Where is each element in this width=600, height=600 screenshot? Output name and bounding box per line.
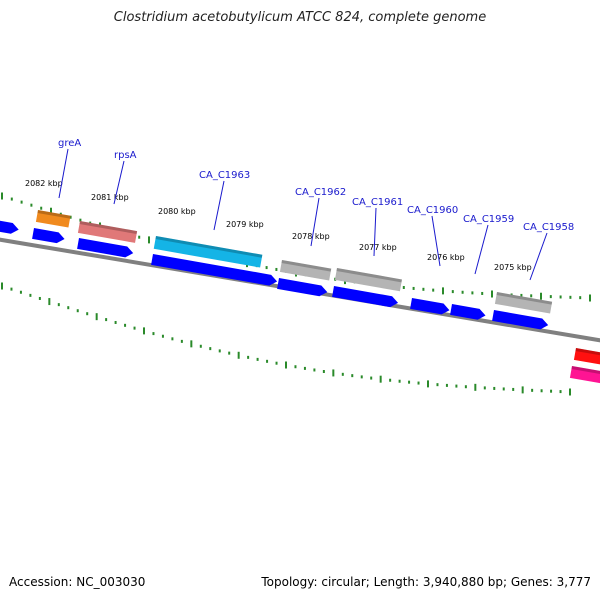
gray-feature-edge <box>496 292 553 305</box>
kbp-label: 2076 kbp <box>427 253 465 262</box>
gene-label: CA_C1961 <box>352 197 403 208</box>
feature-track <box>0 210 600 385</box>
gene-leader-line <box>113 160 125 205</box>
orange-feature-body <box>35 210 71 228</box>
cds-arrow-body <box>332 286 399 308</box>
gene-leader-line <box>529 232 548 281</box>
kbp-label: 2077 kbp <box>359 243 397 252</box>
gene-label: CA_C1962 <box>295 187 346 198</box>
red-feature-edge <box>575 348 600 358</box>
cds-arrow <box>332 286 399 308</box>
gene-label: CA_C1959 <box>463 214 514 225</box>
gene-leader-line <box>310 197 320 247</box>
kbp-label: 2080 kbp <box>158 207 196 216</box>
gray-feature <box>279 260 332 281</box>
inner-tick-track <box>1 282 571 396</box>
kbp-label: 2078 kbp <box>292 232 330 241</box>
cds-arrow-body <box>0 220 19 234</box>
cds-arrow <box>151 254 278 286</box>
salmon-feature-body <box>77 221 138 243</box>
gene-label: CA_C1963 <box>199 170 250 181</box>
pink-feature-body <box>569 366 600 385</box>
cds-arrow-body <box>410 298 450 315</box>
gene-label: rpsA <box>114 150 137 161</box>
kbp-label: 2081 kbp <box>91 193 129 202</box>
genome-summary: Topology: circular; Length: 3,940,880 bp… <box>261 575 591 589</box>
gene-leader-line <box>213 180 225 231</box>
gene-leader-line <box>58 148 69 199</box>
kbp-label: 2075 kbp <box>494 263 532 272</box>
cds-arrow-body <box>151 254 278 286</box>
gray-feature-body <box>494 292 553 314</box>
orange-feature <box>35 210 71 228</box>
gray-feature <box>334 268 402 292</box>
gray-feature-body <box>279 260 332 281</box>
kbp-label: 2082 kbp <box>25 179 63 188</box>
gene-labels: greA rpsA CA_C1963 CA_C1962 CA_C1961 CA_C1960… <box>58 138 574 281</box>
cds-arrow-body <box>450 304 486 320</box>
red-feature <box>573 348 600 367</box>
cyan-feature-body <box>153 236 263 268</box>
gene-label: CA_C1958 <box>523 222 574 233</box>
gray-feature-body <box>334 268 402 292</box>
gene-leader-line <box>474 224 489 275</box>
cds-arrow <box>0 220 19 234</box>
accession-label: Accession: NC_003030 <box>9 575 146 589</box>
cds-arrow-body <box>277 278 328 297</box>
gene-leader-line <box>431 215 441 267</box>
map-title: Clostridium acetobutylicum ATCC 824, com… <box>113 10 487 25</box>
cyan-feature <box>153 236 263 268</box>
gene-label: CA_C1960 <box>407 205 458 216</box>
cds-arrow <box>410 298 450 315</box>
red-feature-body <box>573 348 600 367</box>
cds-arrow-body <box>492 310 549 330</box>
salmon-feature <box>77 221 138 243</box>
orange-feature-edge <box>37 210 71 219</box>
gene-label: greA <box>58 138 81 149</box>
cds-arrow <box>277 278 328 297</box>
cds-arrow-body <box>32 228 65 244</box>
kbp-labels: 2082 kbp 2081 kbp 2080 kbp 2079 kbp 2078 kbp… <box>25 179 532 272</box>
gray-feature <box>494 292 553 314</box>
cds-arrow <box>450 304 486 320</box>
salmon-feature-edge <box>79 221 138 235</box>
gene-leader-line <box>373 207 377 257</box>
gray-feature-edge <box>281 260 332 272</box>
cyan-feature-edge <box>155 236 263 258</box>
kbp-label: 2079 kbp <box>226 220 264 229</box>
pink-feature <box>569 366 600 385</box>
cds-arrow <box>492 310 549 330</box>
pink-feature-edge <box>571 366 600 376</box>
gray-feature-edge <box>336 268 402 283</box>
cds-arrow <box>77 238 134 258</box>
cds-arrow <box>32 228 65 244</box>
cds-arrow-body <box>77 238 134 258</box>
